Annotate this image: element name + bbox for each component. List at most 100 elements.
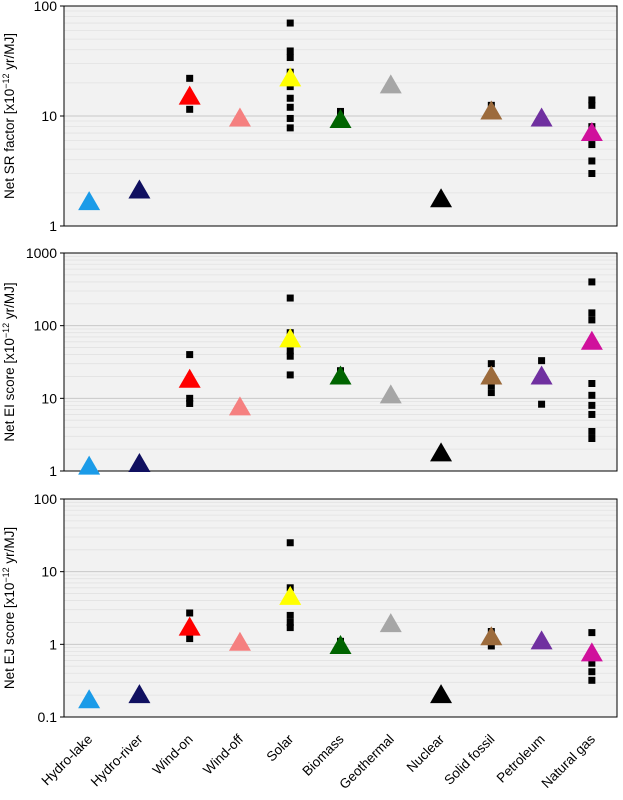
x-tick-label-biomass: Biomass: [299, 731, 346, 778]
value-square-solar: [286, 114, 294, 122]
y-axis-label-unit: yr/MJ]: [2, 282, 17, 323]
plot-background: [64, 253, 617, 471]
value-square-wind-on: [186, 74, 194, 82]
value-square-wind-on: [186, 394, 194, 402]
value-square-solid-fossil: [487, 389, 495, 397]
y-tick-label: 100: [34, 491, 58, 507]
net-score-triangle-petroleum: [530, 107, 553, 127]
net-score-triangle-biomass: [329, 634, 352, 654]
net-score-triangle-nuclear: [430, 442, 453, 462]
net-score-triangle-hydro-lake: [78, 191, 101, 211]
value-square-natural-gas: [588, 170, 596, 178]
value-square-natural-gas: [588, 401, 596, 409]
y-axis-label: Net EJ score [x10−12 yr/MJ]: [1, 527, 17, 689]
value-square-solar: [286, 371, 294, 379]
panel-3: 0.1 1 10 100 Net EJ score [x10−12 yr/MJ]: [1, 491, 618, 725]
y-axis-label-unit: yr/MJ]: [2, 527, 17, 568]
net-score-triangle-petroleum: [530, 365, 553, 385]
y-axis-label-exponent: −12: [1, 73, 11, 88]
net-score-triangle-geothermal: [379, 74, 402, 94]
net-score-triangle-wind-on: [178, 616, 201, 636]
net-score-triangle-wind-off: [228, 107, 251, 127]
y-tick-label: 10: [41, 564, 57, 580]
net-score-triangle-petroleum: [530, 630, 553, 650]
x-tick-label-hydro-lake: Hydro-lake: [38, 732, 95, 789]
net-score-triangle-geothermal: [379, 613, 402, 633]
value-square-solar: [286, 539, 294, 547]
x-tick-label-petroleum: Petroleum: [494, 732, 548, 786]
net-score-triangle-solid-fossil: [480, 365, 503, 385]
net-score-triangle-wind-off: [228, 396, 251, 416]
value-square-natural-gas: [588, 316, 596, 324]
y-tick-label: 1: [49, 636, 57, 652]
value-square-solar: [286, 624, 294, 632]
net-score-triangle-solar: [279, 67, 302, 87]
value-square-solar: [286, 83, 294, 91]
value-square-natural-gas: [588, 391, 596, 399]
net-score-triangle-solid-fossil: [480, 100, 503, 120]
net-score-triangle-hydro-river: [128, 684, 151, 704]
value-square-natural-gas: [588, 435, 596, 443]
net-score-triangle-biomass: [329, 365, 352, 385]
net-score-triangle-hydro-river: [128, 452, 151, 472]
net-score-triangle-wind-off: [228, 631, 251, 651]
x-tick-label-nuclear: Nuclear: [404, 731, 448, 775]
plot-frame: [63, 5, 618, 227]
net-score-triangle-hydro-river: [128, 179, 151, 199]
value-square-natural-gas: [588, 141, 596, 149]
net-score-triangle-solar: [279, 585, 302, 605]
value-square-natural-gas: [588, 380, 596, 388]
panel-2: 1 10 100 1000 Net EI score [x10−12 yr/MJ]: [1, 245, 618, 479]
y-axis-label-exponent: −12: [1, 567, 11, 582]
value-square-solar: [286, 124, 294, 132]
x-tick-label-natural-gas: Natural gas: [539, 731, 599, 791]
value-square-wind-on: [186, 635, 194, 643]
x-tick-label-wind-on: Wind-on: [150, 732, 196, 778]
value-square-wind-on: [186, 351, 194, 359]
value-square-natural-gas: [588, 157, 596, 165]
value-square-natural-gas: [588, 427, 596, 435]
y-tick-label: 100: [34, 318, 58, 334]
value-square-natural-gas: [588, 676, 596, 684]
y-axis-label-exponent: −12: [1, 323, 11, 338]
x-tick-label-solid-fossil: Solid fossil: [441, 732, 497, 788]
value-square-natural-gas: [588, 659, 596, 667]
value-square-petroleum: [538, 400, 546, 408]
value-square-wind-on: [186, 105, 194, 113]
plot-background: [64, 499, 617, 717]
y-tick-label: 1: [49, 218, 57, 234]
y-axis-label-unit: yr/MJ]: [2, 33, 17, 74]
value-square-solar: [286, 54, 294, 62]
value-square-solar: [286, 294, 294, 302]
y-tick-label: 0.1: [38, 709, 58, 725]
value-square-natural-gas: [588, 96, 596, 104]
net-score-triangle-nuclear: [430, 684, 453, 704]
x-tick-label-hydro-river: Hydro-river: [88, 731, 146, 789]
value-square-natural-gas: [588, 278, 596, 286]
value-square-solid-fossil: [487, 642, 495, 650]
net-score-triangle-hydro-lake: [78, 455, 101, 475]
y-axis-label-main: Net EJ score [x10: [2, 583, 17, 690]
y-tick-label: 10: [41, 390, 57, 406]
value-square-solar: [286, 352, 294, 360]
value-square-natural-gas: [588, 410, 596, 418]
net-score-triangle-biomass: [329, 108, 352, 128]
x-tick-label-solar: Solar: [263, 731, 296, 764]
y-tick-label: 10: [41, 108, 57, 124]
value-square-natural-gas: [588, 309, 596, 317]
value-square-natural-gas: [588, 629, 596, 637]
panel-1: 1 10 100 Net SR factor [x10−12 yr/MJ]: [1, 0, 618, 234]
value-square-wind-on: [186, 609, 194, 617]
net-score-triangle-hydro-lake: [78, 689, 101, 709]
net-score-triangle-solar: [279, 328, 302, 348]
y-axis-label-main: Net EI score [x10: [2, 338, 17, 442]
value-square-solar: [286, 47, 294, 55]
net-score-triangle-nuclear: [430, 188, 453, 208]
value-square-solar: [286, 347, 294, 355]
y-tick-label: 100: [34, 0, 58, 14]
value-square-solar: [286, 19, 294, 27]
value-square-solid-fossil: [487, 382, 495, 390]
